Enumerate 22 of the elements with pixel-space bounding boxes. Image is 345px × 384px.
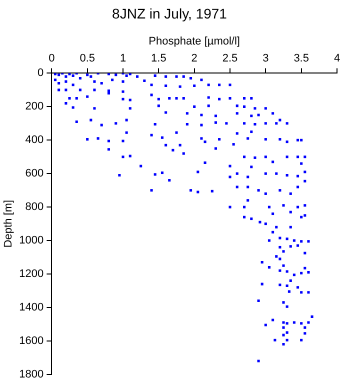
y-tick-label: 800 [25, 201, 44, 214]
y-axis-title: Depth [m] [2, 200, 15, 248]
x-tick-label: 1 [120, 52, 126, 65]
y-tick-label: 0 [38, 67, 44, 80]
x-tick-label: 2 [191, 52, 198, 65]
x-tick-label: 0 [48, 52, 55, 65]
y-tick-label: 600 [25, 168, 44, 180]
chart-title: 8JNZ in July, 1971 [112, 5, 228, 22]
y-tick-label: 1600 [19, 334, 44, 347]
y-tick-label: 1200 [19, 268, 44, 280]
y-tick-label: 200 [25, 100, 44, 113]
x-tick-label: 0.5 [80, 52, 95, 65]
y-tick-label: 1800 [19, 368, 44, 380]
x-tick-label: 1.5 [151, 52, 166, 65]
x-tick-label: 4 [334, 52, 340, 65]
y-tick-label: 1000 [19, 234, 44, 247]
x-tick-label: 2.5 [222, 52, 238, 65]
x-axis-title: Phosphate [µmol/l] [148, 35, 240, 48]
y-tick-label: 400 [25, 134, 44, 146]
y-tick-label: 1400 [19, 302, 44, 314]
x-tick-label: 3.5 [294, 52, 309, 65]
x-tick-label: 3 [262, 52, 269, 65]
